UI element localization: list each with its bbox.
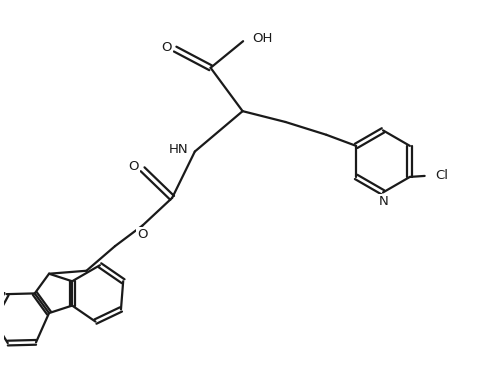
Text: OH: OH <box>252 32 272 45</box>
Text: N: N <box>379 195 389 208</box>
Text: O: O <box>161 40 172 54</box>
Text: O: O <box>138 228 148 241</box>
Text: Cl: Cl <box>436 170 448 182</box>
Text: HN: HN <box>168 143 188 156</box>
Text: O: O <box>128 160 139 173</box>
